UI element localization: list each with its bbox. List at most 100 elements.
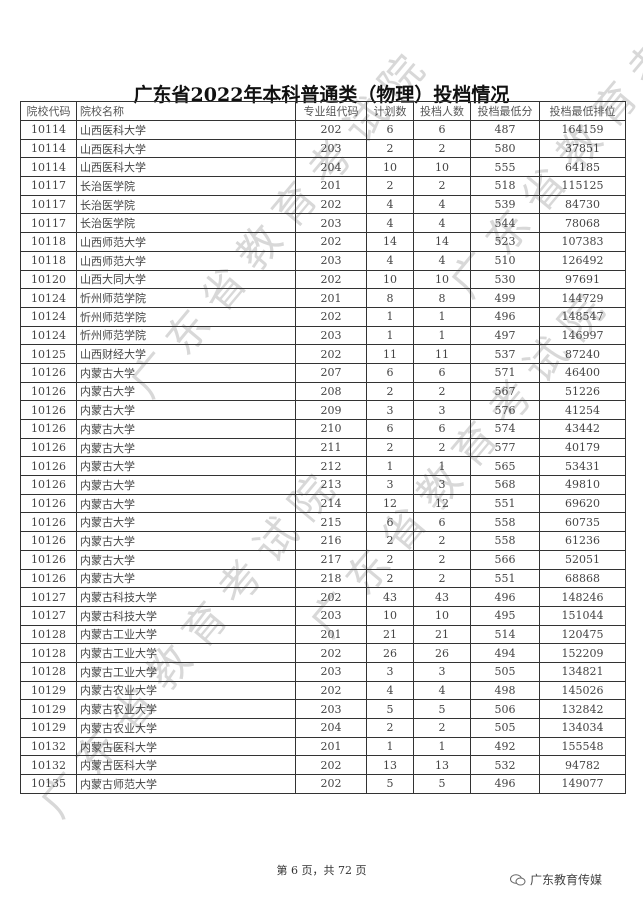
cell-admitted-count: 2 <box>413 718 471 738</box>
table-row: 10124 忻州师范学院 201 8 8 499 144729 <box>20 288 626 308</box>
page-number: 第 6 页，共 72 页 <box>276 864 367 877</box>
cell-school-code: 10129 <box>20 680 77 701</box>
cell-min-rank: 64185 <box>539 157 626 178</box>
cell-plan-count: 2 <box>366 549 414 570</box>
cell-min-rank: 60735 <box>539 512 626 533</box>
cell-school-name: 长治医学院 <box>76 213 296 234</box>
cell-plan-count: 2 <box>366 718 414 738</box>
table-row: 10126 内蒙古大学 210 6 6 574 43442 <box>20 419 626 439</box>
table-row: 10126 内蒙古大学 211 2 2 577 40179 <box>20 437 626 458</box>
table-row: 10125 山西财经大学 202 11 11 537 87240 <box>20 344 626 364</box>
cell-min-score: 523 <box>470 232 540 252</box>
cell-school-name: 山西医科大学 <box>76 138 296 159</box>
cell-school-name: 山西师范大学 <box>76 232 296 252</box>
cell-min-score: 532 <box>470 755 540 776</box>
cell-min-score: 580 <box>470 138 540 159</box>
cell-school-code: 10129 <box>20 718 77 738</box>
cell-admitted-count: 1 <box>413 736 471 757</box>
page-title: 广东省2022年本科普通类（物理）投档情况 <box>133 84 510 106</box>
cell-min-rank: 51226 <box>539 381 626 402</box>
cell-school-code: 10125 <box>20 344 77 364</box>
column-header-school-code: 院校代码 <box>20 101 77 121</box>
brand: 广东教育传媒 <box>510 871 602 888</box>
cell-admitted-count: 6 <box>413 120 471 140</box>
cell-plan-count: 1 <box>366 325 414 346</box>
table-row: 10135 内蒙古师范大学 202 5 5 496 149077 <box>20 774 626 794</box>
cell-min-score: 492 <box>470 736 540 757</box>
cell-group-code: 201 <box>295 736 367 757</box>
cell-school-name: 内蒙古医科大学 <box>76 736 296 757</box>
cell-min-score: 498 <box>470 680 540 701</box>
column-header-group-code: 专业组代码 <box>295 101 367 121</box>
cell-plan-count: 3 <box>366 661 414 682</box>
cell-admitted-count: 3 <box>413 475 471 495</box>
cell-min-score: 495 <box>470 605 540 626</box>
cell-min-rank: 144729 <box>539 288 626 308</box>
table-row: 10126 内蒙古大学 215 6 6 558 60735 <box>20 512 626 533</box>
table-row: 10128 内蒙古工业大学 202 26 26 494 152209 <box>20 643 626 663</box>
cell-school-code: 10114 <box>20 157 77 178</box>
cell-school-code: 10132 <box>20 755 77 776</box>
cell-school-code: 10126 <box>20 381 77 402</box>
cell-school-code: 10135 <box>20 774 77 794</box>
cell-school-name: 长治医学院 <box>76 176 296 196</box>
cell-school-name: 内蒙古医科大学 <box>76 755 296 776</box>
cell-school-code: 10126 <box>20 493 77 514</box>
cell-school-name: 忻州师范学院 <box>76 288 296 308</box>
cell-school-name: 山西医科大学 <box>76 157 296 178</box>
cell-plan-count: 4 <box>366 680 414 701</box>
cell-min-rank: 46400 <box>539 362 626 383</box>
admission-table: 院校代码 院校名称 专业组代码 计划数 投档人数 投档最低分 投档最低排位 10114 山西医… <box>20 101 626 794</box>
cell-min-rank: 148246 <box>539 587 626 607</box>
cell-admitted-count: 4 <box>413 194 471 215</box>
cell-min-rank: 52051 <box>539 549 626 570</box>
cell-admitted-count: 10 <box>413 157 471 178</box>
cell-group-code: 202 <box>295 587 367 607</box>
table-row: 10126 内蒙古大学 216 2 2 558 61236 <box>20 531 626 551</box>
cell-school-name: 内蒙古大学 <box>76 381 296 402</box>
cell-school-code: 10126 <box>20 400 77 420</box>
table-row: 10126 内蒙古大学 212 1 1 565 53431 <box>20 456 626 477</box>
cell-min-rank: 61236 <box>539 531 626 551</box>
cell-school-name: 内蒙古大学 <box>76 400 296 420</box>
cell-min-rank: 68868 <box>539 568 626 589</box>
cell-group-code: 203 <box>295 138 367 159</box>
cell-admitted-count: 3 <box>413 661 471 682</box>
column-header-plan-count: 计划数 <box>366 101 414 121</box>
cell-plan-count: 14 <box>366 232 414 252</box>
table-row: 10128 内蒙古工业大学 203 3 3 505 134821 <box>20 661 626 682</box>
cell-min-rank: 43442 <box>539 419 626 439</box>
cell-school-name: 内蒙古大学 <box>76 549 296 570</box>
cell-group-code: 210 <box>295 419 367 439</box>
cell-plan-count: 5 <box>366 774 414 794</box>
cell-min-score: 539 <box>470 194 540 215</box>
cell-min-score: 551 <box>470 568 540 589</box>
cell-group-code: 204 <box>295 157 367 178</box>
cell-min-score: 499 <box>470 288 540 308</box>
table-row: 10126 内蒙古大学 213 3 3 568 49810 <box>20 475 626 495</box>
cell-school-code: 10117 <box>20 176 77 196</box>
cell-min-rank: 151044 <box>539 605 626 626</box>
cell-min-rank: 134034 <box>539 718 626 738</box>
cell-min-rank: 155548 <box>539 736 626 757</box>
cell-plan-count: 4 <box>366 250 414 271</box>
cell-plan-count: 12 <box>366 493 414 514</box>
cell-plan-count: 2 <box>366 176 414 196</box>
cell-min-rank: 115125 <box>539 176 626 196</box>
cell-school-name: 内蒙古农业大学 <box>76 699 296 719</box>
cell-school-code: 10126 <box>20 437 77 458</box>
cell-school-code: 10126 <box>20 419 77 439</box>
cell-group-code: 217 <box>295 549 367 570</box>
cell-school-name: 山西财经大学 <box>76 344 296 364</box>
table-row: 10117 长治医学院 202 4 4 539 84730 <box>20 194 626 215</box>
cell-school-name: 内蒙古农业大学 <box>76 718 296 738</box>
cell-admitted-count: 21 <box>413 624 471 645</box>
cell-admitted-count: 6 <box>413 362 471 383</box>
cell-min-rank: 107383 <box>539 232 626 252</box>
cell-school-code: 10126 <box>20 362 77 383</box>
cell-admitted-count: 13 <box>413 755 471 776</box>
cell-school-code: 10120 <box>20 269 77 290</box>
cell-school-name: 内蒙古科技大学 <box>76 605 296 626</box>
cell-school-code: 10128 <box>20 624 77 645</box>
cell-plan-count: 2 <box>366 381 414 402</box>
